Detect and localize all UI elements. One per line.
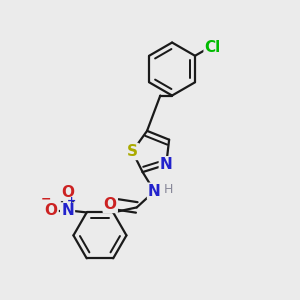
Text: N: N [160,157,172,172]
Text: O: O [61,185,74,200]
Text: Cl: Cl [205,40,221,55]
Text: −: − [41,193,52,206]
Text: O: O [104,197,117,212]
Text: S: S [127,144,138,159]
Text: +: + [67,196,76,206]
Text: N: N [61,203,74,218]
Text: O: O [45,203,58,218]
Text: N: N [148,184,161,199]
Text: H: H [164,183,173,196]
